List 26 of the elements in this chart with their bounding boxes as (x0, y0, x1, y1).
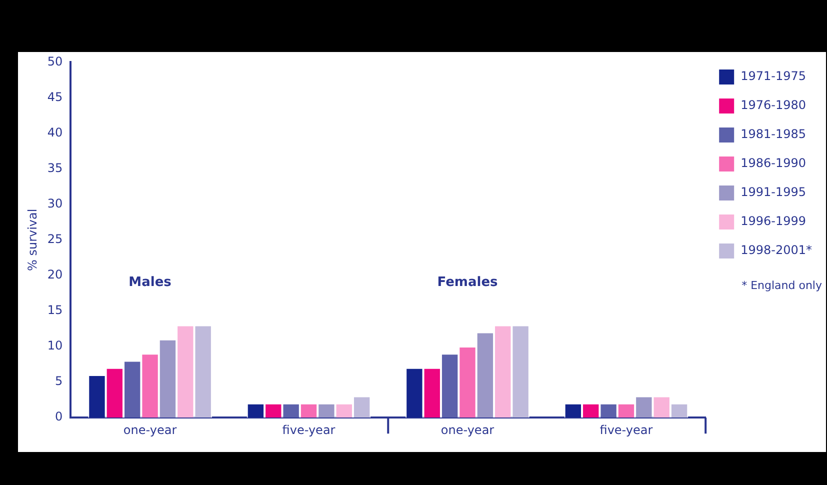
legend-label: 1981-1985 (740, 127, 806, 142)
legend-label: 1996-1999 (740, 214, 806, 228)
legend-label: 1976-1980 (740, 98, 806, 112)
y-tick-label: 30 (47, 196, 63, 210)
legend-label: 1998-2001* (740, 243, 812, 258)
x-tick-label: one-year (440, 422, 494, 437)
y-tick-label: 20 (47, 268, 63, 282)
legend-label: 1971-1975 (740, 69, 806, 84)
x-tick-label: five-year (282, 422, 336, 437)
y-tick-label: 5 (55, 374, 63, 388)
legend-label: 1991-1995 (740, 185, 806, 200)
legend-label: 1986-1990 (740, 156, 806, 170)
y-axis-title: % survival (25, 208, 40, 272)
y-tick-label: 45 (47, 90, 63, 104)
text: * England only (742, 278, 822, 292)
x-tick-label: one-year (123, 422, 177, 437)
y-tick-label: 40 (47, 125, 63, 140)
annotation: Males (128, 274, 172, 290)
x-tick-label: five-year (600, 422, 653, 437)
y-tick-label: 50 (47, 54, 63, 68)
y-tick-label: 35 (47, 160, 63, 175)
y-tick-label: 15 (47, 303, 63, 318)
y-tick-label: 10 (47, 338, 63, 353)
annotation: Females (437, 274, 498, 290)
y-tick-label: 25 (47, 232, 63, 246)
y-tick-label: 0 (55, 410, 63, 424)
